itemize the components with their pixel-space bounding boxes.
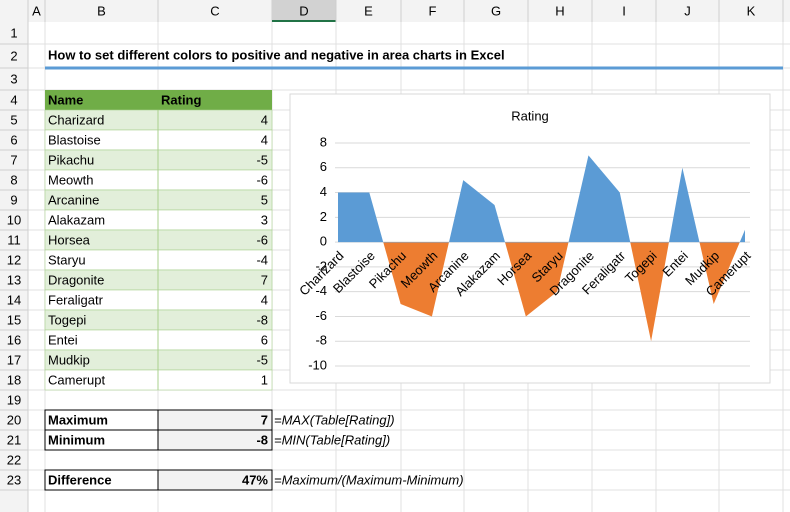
table-rating: -8 [256,312,268,327]
summary-value: 47% [242,472,268,487]
y-tick-label: -6 [315,308,327,323]
y-tick-label: 6 [320,159,327,174]
row-header: 23 [7,472,21,487]
table-name: Arcanine [48,192,99,207]
row-header: 3 [10,71,17,86]
table-rating: -5 [256,352,268,367]
y-tick-label: 4 [320,184,327,199]
table-name: Togepi [48,312,86,327]
summary-label: Difference [48,472,112,487]
table-rating: 3 [261,212,268,227]
column-header: D [299,3,308,18]
summary-formula: =Maximum/(Maximum-Minimum) [274,472,464,487]
row-header: 9 [10,192,17,207]
chart-title: Rating [511,108,549,123]
row-header: 4 [10,92,17,107]
y-tick-label: -2 [315,258,327,273]
row-header: 17 [7,352,21,367]
column-header: H [555,3,564,18]
row-header: 2 [10,48,17,63]
summary-value-cell [157,409,273,431]
table-name: Camerupt [48,372,105,387]
column-header: A [32,3,41,18]
row-header: 13 [7,272,21,287]
row-header: 16 [7,332,21,347]
table-rating: 4 [261,292,268,307]
y-tick-label: -8 [315,333,327,348]
summary-value-cell [157,469,273,491]
table-header: Rating [161,92,202,107]
table-rating: -5 [256,152,268,167]
table-header-row [45,90,272,110]
table-rating: 4 [261,112,268,127]
table-name: Staryu [48,252,86,267]
row-header: 12 [7,252,21,267]
row-header: 15 [7,312,21,327]
summary-label: Maximum [48,412,108,427]
y-tick-label: 8 [320,134,327,149]
column-header: F [429,3,437,18]
table-rating: -6 [256,232,268,247]
table-name: Horsea [48,232,91,247]
summary-value-cell [157,429,273,451]
column-header: I [622,3,626,18]
table-header: Name [48,92,83,107]
row-header: 22 [7,452,21,467]
table-rating: 1 [261,372,268,387]
table-rating: -4 [256,252,268,267]
table-name: Feraligatr [48,292,104,307]
y-tick-label: -10 [308,357,327,372]
row-header: 11 [7,232,21,247]
y-tick-label: -4 [315,283,327,298]
row-header: 20 [7,412,21,427]
column-header: E [364,3,373,18]
summary-formula: =MIN(Table[Rating]) [274,432,390,447]
table-rating: 7 [261,272,268,287]
table-rating: -6 [256,172,268,187]
table-name: Charizard [48,112,104,127]
table-rating: 6 [261,332,268,347]
column-header: B [97,3,106,18]
table-name: Alakazam [48,212,105,227]
table-name: Blastoise [48,132,101,147]
y-tick-label: 0 [320,234,327,249]
table-name: Pikachu [48,152,94,167]
row-header: 5 [10,112,17,127]
row-header: 6 [10,132,17,147]
y-tick-label: 2 [320,209,327,224]
selected-column-header [272,0,336,22]
row-header: 10 [7,212,21,227]
row-header: 1 [10,25,17,40]
column-header-bar [0,0,790,22]
table-name: Meowth [48,172,94,187]
row-header: 14 [7,292,21,307]
table-name: Dragonite [48,272,104,287]
table-rating: 4 [261,132,268,147]
table-name: Mudkip [48,352,90,367]
summary-value: 7 [261,412,268,427]
row-header: 7 [10,152,17,167]
area [338,155,745,342]
row-header: 19 [7,392,21,407]
summary-value: -8 [256,432,268,447]
column-header: C [210,3,219,18]
row-header: 21 [7,432,21,447]
row-header: 8 [10,172,17,187]
summary-formula: =MAX(Table[Rating]) [274,412,395,427]
column-header: J [684,3,691,18]
page-title: How to set different colors to positive … [48,47,505,62]
table-name: Entei [48,332,78,347]
row-header: 18 [7,372,21,387]
column-header: G [491,3,501,18]
table-rating: 5 [261,192,268,207]
summary-label: Minimum [48,432,105,447]
column-header: K [747,3,756,18]
